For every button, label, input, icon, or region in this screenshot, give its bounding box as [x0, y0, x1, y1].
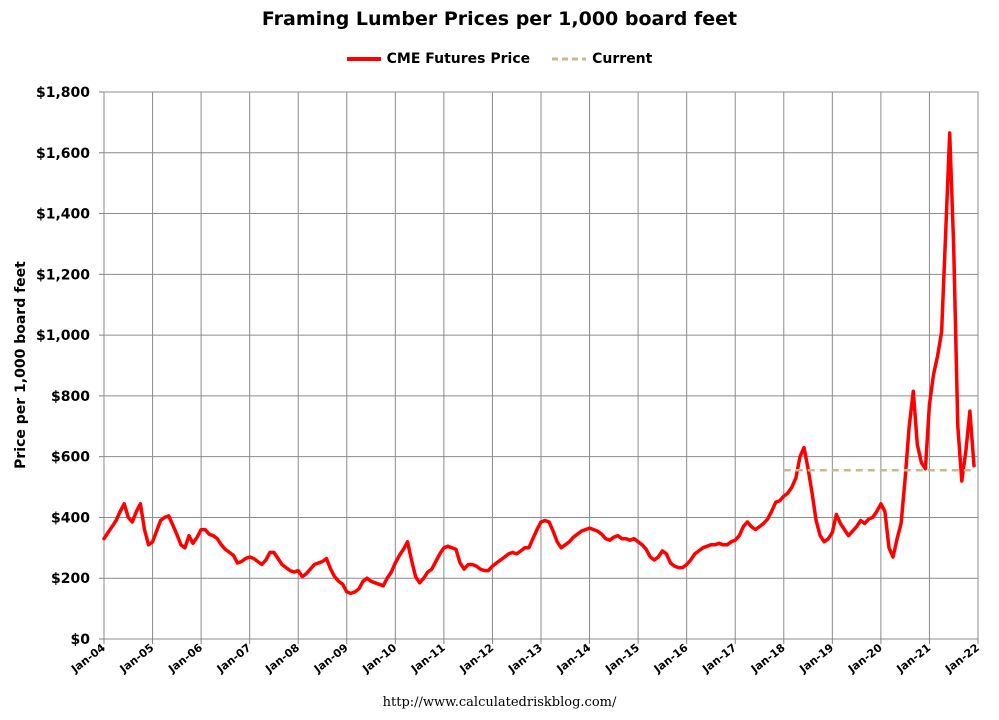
y-tick-label: $0: [71, 632, 91, 648]
y-tick-label: $1,400: [36, 207, 90, 223]
chart-title: Framing Lumber Prices per 1,000 board fe…: [261, 8, 738, 30]
gridlines: [99, 91, 979, 644]
legend-label-current: Current: [592, 51, 653, 67]
x-tick-label: Jan-15: [602, 641, 642, 676]
y-tick-label: $1,600: [36, 146, 90, 162]
x-tick-label: Jan-16: [651, 641, 691, 676]
source-note: http://www.calculatedriskblog.com/: [382, 695, 617, 710]
y-axis-title: Price per 1,000 board feet: [13, 261, 29, 469]
x-tick-label: Jan-14: [554, 641, 594, 676]
y-tick-labels: $0 $200 $400 $600 $800 $1,000 $1,200 $1,400 $1,6…: [36, 85, 90, 648]
legend-swatch-futures: [346, 57, 381, 61]
y-tick-label: $600: [51, 450, 90, 466]
legend-item-futures: CME Futures Price: [346, 51, 531, 67]
chart-legend: CME Futures Price Current: [0, 48, 999, 70]
x-tick-label: Jan-08: [262, 641, 302, 676]
x-tick-label: Jan-13: [505, 641, 545, 676]
x-tick-label: Jan-18: [748, 641, 788, 676]
x-tick-label: Jan-21: [894, 641, 934, 676]
x-tick-label: Jan-17: [699, 641, 739, 676]
x-tick-label: Jan-20: [845, 641, 885, 676]
x-tick-label: Jan-06: [165, 641, 205, 676]
legend-label-futures: CME Futures Price: [386, 51, 531, 67]
y-tick-label: $1,800: [36, 85, 90, 101]
y-tick-label: $1,200: [36, 267, 90, 283]
x-tick-label: Jan-22: [942, 641, 982, 676]
x-tick-label: Jan-05: [117, 641, 157, 676]
x-tick-label: Jan-09: [311, 641, 351, 676]
y-tick-label: $1,000: [36, 328, 90, 344]
y-tick-label: $400: [51, 510, 90, 526]
legend-item-current: Current: [552, 51, 652, 67]
x-tick-label: Jan-19: [796, 641, 836, 676]
x-tick-label: Jan-10: [359, 641, 399, 676]
y-tick-label: $200: [51, 571, 90, 587]
x-tick-label: Jan-12: [457, 641, 497, 676]
legend-swatch-current: [552, 57, 587, 61]
x-tick-label: Jan-11: [408, 641, 448, 676]
y-tick-label: $800: [51, 389, 90, 405]
x-tick-label: Jan-07: [214, 641, 254, 676]
series-lines: [102, 131, 976, 596]
series-line-cme-futures-price: [102, 131, 976, 596]
x-tick-labels: Jan-04 Jan-05 Jan-06 Jan-07 Jan-08 Jan-09 Jan-…: [68, 641, 982, 676]
